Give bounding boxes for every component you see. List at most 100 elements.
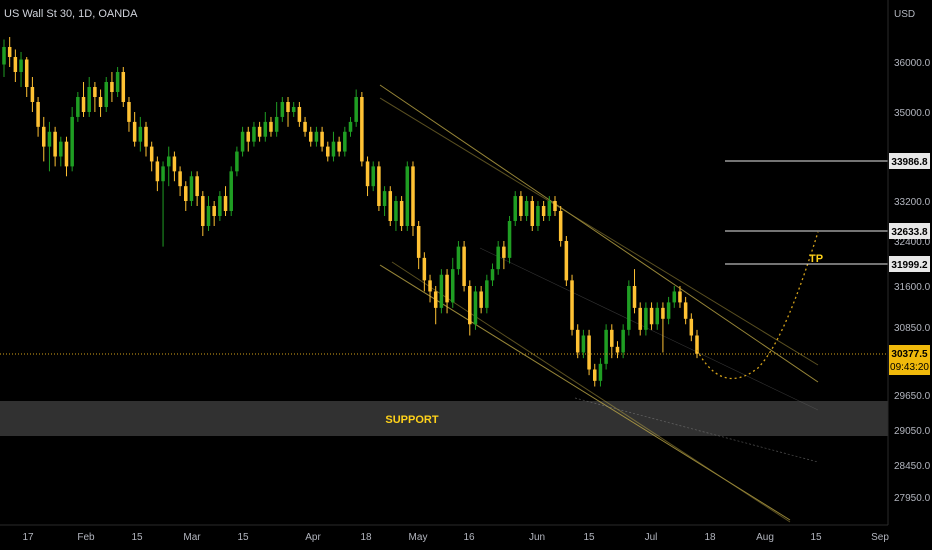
price-tick-label: 30850.0 [894, 323, 931, 334]
candle-body [138, 126, 143, 142]
candle-body [252, 126, 256, 142]
candle-body [445, 274, 449, 303]
candle-body [598, 363, 603, 381]
level-tag-1-text: 33986.8 [891, 157, 928, 168]
time-tick-label: Jun [529, 532, 545, 543]
channel-upper-inner [379, 97, 819, 366]
candle-body [161, 166, 165, 182]
candle-body [274, 116, 279, 132]
candle-body [343, 131, 347, 152]
candle-body [377, 166, 381, 206]
candle-body [30, 87, 35, 102]
candle-body [428, 280, 432, 292]
candle-body [87, 87, 91, 112]
candle-body [155, 161, 160, 182]
candle-body [47, 131, 52, 147]
time-tick-label: Jul [645, 532, 658, 543]
price-axis[interactable]: 36000.0 35000.0 33200.0 32400.0 31600.0 30850… [894, 58, 931, 504]
candle-body [507, 221, 512, 258]
level-tag-3: 31999.2 [889, 256, 930, 272]
current-price-value: 30377.5 [891, 349, 928, 360]
candle-body [411, 166, 415, 226]
candle-body [468, 286, 472, 325]
time-tick-label: 16 [463, 532, 475, 543]
candle-body [621, 329, 625, 353]
candle-body [513, 196, 517, 221]
candle-body [496, 246, 500, 270]
candle-body [422, 257, 427, 281]
candle-body [110, 82, 114, 92]
candle-body [462, 246, 466, 286]
candle-body [450, 269, 455, 303]
candle-body [604, 329, 608, 364]
candle-body [76, 97, 80, 117]
candle-body [326, 146, 330, 157]
candle-body [331, 141, 336, 157]
chart-title: US Wall St 30, 1D, OANDA [4, 8, 138, 20]
candle-body [320, 131, 324, 147]
candle-body [166, 156, 171, 167]
time-tick-label: 15 [583, 532, 595, 543]
support-label: SUPPORT [385, 414, 438, 426]
candle-body [201, 196, 205, 226]
candle-body [195, 176, 199, 197]
candle-body [536, 206, 540, 226]
candle-body [70, 116, 74, 167]
price-tick-label: 32400.0 [894, 237, 931, 248]
candle-body [485, 280, 489, 308]
candle-body [655, 307, 659, 325]
candle-body [149, 146, 154, 162]
candle-body [638, 307, 642, 330]
candle-body [36, 102, 40, 127]
candlestick-series [2, 37, 699, 387]
candle-body [689, 318, 694, 336]
candle-body [627, 286, 631, 330]
candle-body [337, 141, 341, 152]
candle-body [473, 291, 478, 325]
level-tag-3-text: 31999.2 [891, 260, 928, 271]
price-tick-label: 33200.0 [894, 197, 931, 208]
candle-body [615, 346, 620, 353]
candle-body [121, 72, 126, 102]
candle-body [257, 126, 262, 137]
candle-body [456, 246, 461, 270]
candle-body [672, 291, 677, 303]
candle-body [240, 131, 245, 152]
candle-body [490, 269, 495, 281]
channel-lower-outer [379, 264, 791, 521]
candle-body [371, 166, 375, 187]
candle-body [81, 97, 86, 112]
candle-body [524, 201, 529, 216]
candle-body [666, 302, 671, 319]
candle-body [206, 206, 211, 226]
channel-mid-line-2 [479, 247, 819, 411]
candle-body [502, 246, 506, 258]
time-axis[interactable]: 17 Feb 15 Mar 15 Apr 18 May 16 Jun 15 Jul 18 Aug 15 Sep [22, 532, 889, 543]
current-price-tag: 30377.5 09:43:20 [889, 345, 930, 375]
candle-body [541, 206, 546, 216]
candle-body [416, 226, 421, 258]
candle-body [223, 196, 228, 211]
candle-body [172, 156, 177, 172]
candle-body [564, 241, 569, 281]
time-tick-label: Mar [183, 532, 201, 543]
candle-body [479, 291, 483, 308]
candle-body [2, 47, 6, 65]
price-tick-label: 35000.0 [894, 108, 931, 119]
candle-body [678, 291, 682, 303]
channel-mid-line [574, 397, 819, 463]
candle-body [64, 141, 69, 167]
time-tick-label: Apr [305, 532, 321, 543]
candle-body [291, 107, 296, 112]
candle-body [644, 307, 648, 330]
price-tick-label: 36000.0 [894, 58, 931, 69]
price-tick-label: 31600.0 [894, 282, 931, 293]
candle-body [235, 151, 239, 172]
candle-body [212, 206, 216, 216]
candle-body [303, 121, 307, 132]
candle-body [547, 201, 552, 216]
candle-body [405, 166, 410, 226]
candle-body [433, 291, 438, 308]
candle-body [98, 97, 103, 107]
